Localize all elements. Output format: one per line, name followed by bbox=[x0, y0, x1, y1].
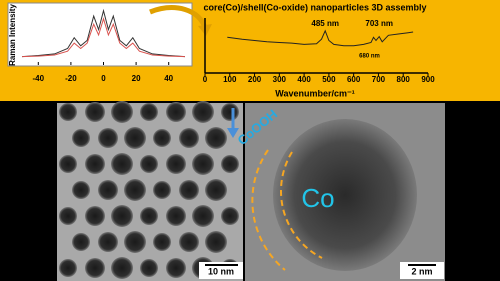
nanoparticle bbox=[205, 231, 227, 253]
nanoparticle bbox=[153, 181, 171, 199]
x-tick-label: 20 bbox=[132, 74, 141, 83]
y-axis-label: Raman Intensity bbox=[8, 4, 17, 66]
nanoparticle bbox=[192, 101, 214, 123]
nanoparticle bbox=[85, 154, 105, 174]
core-particle bbox=[273, 119, 417, 271]
nanoparticle bbox=[111, 101, 133, 123]
nanoparticle bbox=[85, 102, 105, 122]
nanoparticle bbox=[179, 128, 199, 148]
scale-box bbox=[400, 262, 444, 279]
nanoparticle bbox=[166, 206, 186, 226]
series-line bbox=[21, 17, 186, 58]
x-tick-label: 600 bbox=[347, 75, 361, 84]
nanoparticle bbox=[85, 206, 105, 226]
nanoparticle bbox=[124, 231, 146, 253]
x-axis-label: Wavenumber/cm⁻¹ bbox=[275, 88, 354, 98]
nanoparticle bbox=[111, 257, 133, 279]
nanoparticle bbox=[59, 207, 77, 225]
nanoparticle bbox=[179, 232, 199, 252]
scale-label: 2 nm bbox=[411, 266, 432, 276]
series-line bbox=[227, 29, 414, 47]
nanoparticle bbox=[98, 128, 118, 148]
core-label: Co bbox=[301, 183, 334, 213]
nanoparticle bbox=[98, 180, 118, 200]
nanoparticle bbox=[205, 179, 227, 201]
nanoparticle bbox=[140, 103, 158, 121]
peak-label: 680 nm bbox=[359, 54, 380, 60]
nanoparticle bbox=[124, 127, 146, 149]
nanoparticle bbox=[72, 129, 90, 147]
nanoparticle bbox=[140, 259, 158, 277]
x-tick-label: 40 bbox=[164, 74, 173, 83]
scale-label: 10 nm bbox=[208, 266, 234, 276]
x-tick-label: 800 bbox=[397, 75, 411, 84]
nanoparticle bbox=[221, 155, 239, 173]
nanoparticle bbox=[205, 127, 227, 149]
x-tick-label: 700 bbox=[372, 75, 386, 84]
nanoparticle bbox=[140, 155, 158, 173]
shell-arc bbox=[251, 149, 286, 271]
nanoparticle bbox=[166, 102, 186, 122]
nanoparticle bbox=[85, 258, 105, 278]
x-tick-label: 0 bbox=[203, 75, 208, 84]
x-tick-label: 500 bbox=[322, 75, 336, 84]
nanoparticle bbox=[221, 207, 239, 225]
arrow-head bbox=[227, 128, 239, 138]
x-tick-label: 100 bbox=[223, 75, 237, 84]
nanoparticle bbox=[221, 103, 239, 121]
curved-arrow bbox=[149, 5, 208, 29]
nanoparticle bbox=[124, 179, 146, 201]
x-tick-label: -20 bbox=[65, 74, 77, 83]
peak-label: 703 nm bbox=[365, 19, 393, 28]
x-tick-label: -40 bbox=[33, 74, 45, 83]
nanoparticle bbox=[111, 205, 133, 227]
x-tick-label: 0 bbox=[101, 74, 106, 83]
nanoparticle bbox=[166, 258, 186, 278]
nanoparticle bbox=[192, 205, 214, 227]
nanoparticle bbox=[59, 259, 77, 277]
nanoparticle bbox=[59, 155, 77, 173]
nanoparticle bbox=[153, 129, 171, 147]
nanoparticle bbox=[72, 181, 90, 199]
shell-arc bbox=[279, 151, 323, 259]
nanoparticle bbox=[59, 103, 77, 121]
peak-label: 485 nm bbox=[311, 19, 339, 28]
chart-title: core(Co)/shell(Co-oxide) nanoparticles 3… bbox=[203, 2, 426, 12]
nanoparticle bbox=[192, 153, 214, 175]
nanoparticle bbox=[166, 154, 186, 174]
x-tick-label: 200 bbox=[248, 75, 262, 84]
x-tick-label: 400 bbox=[297, 75, 311, 84]
series-line bbox=[21, 8, 186, 58]
nanoparticle bbox=[140, 207, 158, 225]
scale-box bbox=[199, 262, 243, 279]
x-tick-label: 900 bbox=[421, 75, 435, 84]
nanoparticle bbox=[98, 232, 118, 252]
nanoparticle bbox=[111, 153, 133, 175]
x-tick-label: 300 bbox=[273, 75, 287, 84]
nanoparticle bbox=[153, 233, 171, 251]
nanoparticle bbox=[179, 180, 199, 200]
nanoparticle bbox=[72, 233, 90, 251]
